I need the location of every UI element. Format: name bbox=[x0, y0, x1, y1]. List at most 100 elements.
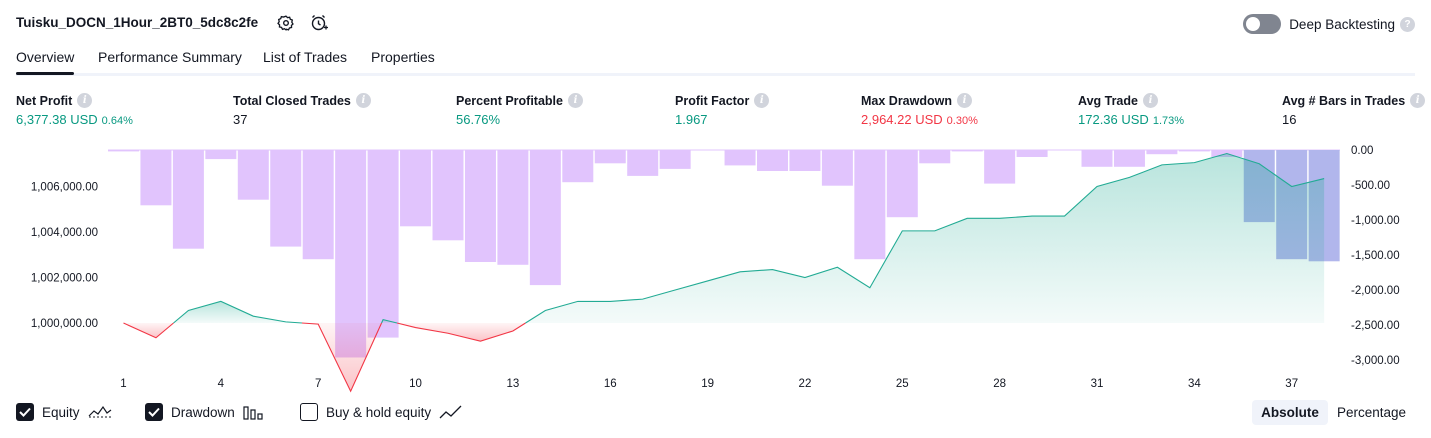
right-axis-tick: -3,000.00 bbox=[1351, 355, 1400, 367]
add-alert-clock-icon[interactable] bbox=[308, 12, 330, 34]
drawdown-bar bbox=[821, 150, 853, 186]
tab-list-of-trades[interactable]: List of Trades bbox=[263, 49, 348, 65]
strategy-header: Tuisku_DOCN_1Hour_2BT0_5dc8c2fe Deep Bac… bbox=[16, 12, 1415, 36]
absolute-button[interactable]: Absolute bbox=[1252, 400, 1328, 425]
equity-areas bbox=[123, 153, 1325, 392]
right-axis-tick: -1,500.00 bbox=[1351, 250, 1400, 262]
drawdown-bar bbox=[400, 150, 432, 227]
metric-label: Avg # Bars in Trades bbox=[1282, 93, 1406, 108]
metric-percent-profitable: Percent Profitable i 56.76% bbox=[456, 93, 583, 127]
x-axis-tick: 34 bbox=[1188, 378, 1201, 390]
metric-avg-trade: Avg Trade i 172.36 USD 1.73% bbox=[1078, 93, 1184, 127]
metric-value: 56.76% bbox=[456, 112, 501, 127]
drawdown-bar bbox=[854, 150, 886, 260]
tab-overview[interactable]: Overview bbox=[16, 49, 75, 75]
equity-loss-area bbox=[301, 323, 382, 392]
equity-loss-line bbox=[396, 322, 526, 342]
metric-label: Profit Factor bbox=[675, 93, 750, 108]
drawdown-bar bbox=[984, 150, 1016, 184]
x-axis-tick: 1 bbox=[120, 378, 126, 390]
equity-checkbox[interactable] bbox=[16, 403, 34, 421]
metric-value: 172.36 USD bbox=[1078, 112, 1149, 127]
metric-max-drawdown: Max Drawdown i 2,964.22 USD 0.30% bbox=[861, 93, 978, 127]
x-axis-tick: 10 bbox=[409, 378, 422, 390]
right-axis-labels: 0.00 -500.00 -1,000.00 -1,500.00 -2,000.00 -2… bbox=[1351, 145, 1400, 367]
drawdown-bar bbox=[464, 150, 496, 262]
info-icon[interactable]: i bbox=[1410, 93, 1426, 108]
scale-mode-switch: Absolute Percentage bbox=[1252, 400, 1415, 425]
deep-backtesting-label: Deep Backtesting bbox=[1289, 16, 1395, 32]
drawdown-bar bbox=[919, 150, 951, 164]
metric-profit-factor: Profit Factor i 1.967 bbox=[675, 93, 770, 127]
buy-hold-equity-toggle[interactable]: Buy & hold equity bbox=[300, 403, 463, 421]
equity-profit-area bbox=[173, 301, 302, 323]
tab-properties[interactable]: Properties bbox=[371, 49, 435, 65]
equity-toggle[interactable]: Equity bbox=[16, 403, 112, 421]
drawdown-bar bbox=[205, 150, 237, 160]
percentage-button[interactable]: Percentage bbox=[1336, 405, 1406, 420]
drawdown-bar bbox=[108, 150, 139, 152]
x-axis-tick: 25 bbox=[896, 378, 909, 390]
info-icon[interactable]: i bbox=[957, 93, 972, 108]
drawdown-bar bbox=[237, 150, 269, 200]
right-axis-tick: -2,000.00 bbox=[1351, 285, 1400, 297]
buy-hold-checkbox[interactable] bbox=[300, 403, 318, 421]
x-axis-tick: 7 bbox=[315, 378, 321, 390]
deep-backtesting-control: Deep Backtesting ? bbox=[1243, 13, 1415, 35]
drawdown-bar bbox=[627, 150, 659, 176]
drawdown-bar bbox=[367, 150, 399, 338]
drawdown-bar bbox=[562, 150, 594, 183]
x-axis-tick: 16 bbox=[604, 378, 617, 390]
x-axis-tick: 37 bbox=[1285, 378, 1298, 390]
equity-drawdown-chart[interactable]: 1,000,000.00 1,002,000.00 1,004,000.00 1,00… bbox=[0, 140, 1431, 395]
drawdown-bar bbox=[1146, 150, 1178, 155]
equity-label: Equity bbox=[42, 404, 80, 420]
info-icon[interactable]: i bbox=[355, 93, 371, 108]
metric-value: 16 bbox=[1282, 112, 1297, 127]
equity-loss-area bbox=[123, 323, 174, 338]
metric-label: Net Profit bbox=[16, 93, 73, 108]
info-icon[interactable]: i bbox=[77, 93, 93, 108]
buy-hold-label: Buy & hold equity bbox=[326, 404, 432, 420]
strategy-title: Tuisku_DOCN_1Hour_2BT0_5dc8c2fe bbox=[16, 15, 259, 30]
summary-metrics: Net Profit i 6,377.38 USD 0.64% Total Clos… bbox=[16, 93, 1426, 133]
right-axis-tick: -500.00 bbox=[1351, 180, 1390, 192]
metric-label: Total Closed Trades bbox=[233, 93, 351, 108]
info-icon[interactable]: i bbox=[567, 93, 583, 108]
equity-loss-area bbox=[397, 323, 526, 342]
info-icon[interactable]: i bbox=[1142, 93, 1158, 108]
drawdown-bar bbox=[1113, 150, 1145, 167]
tab-performance-summary[interactable]: Performance Summary bbox=[98, 49, 242, 65]
drawdown-bar bbox=[757, 150, 788, 171]
metric-avg-bars-in-trades: Avg # Bars in Trades i 16 bbox=[1282, 93, 1426, 127]
metric-percent: 0.64% bbox=[101, 115, 133, 127]
buy-hold-line-icon bbox=[439, 404, 463, 420]
drawdown-checkbox[interactable] bbox=[145, 403, 163, 421]
drawdown-bar bbox=[951, 150, 983, 152]
drawdown-bars-icon bbox=[243, 404, 265, 420]
right-axis-tick: -1,000.00 bbox=[1351, 215, 1400, 227]
right-axis-tick: -2,500.00 bbox=[1351, 320, 1400, 332]
drawdown-toggle[interactable]: Drawdown bbox=[145, 403, 265, 421]
drawdown-bar bbox=[497, 150, 529, 265]
drawdown-bar bbox=[529, 150, 561, 286]
equity-loss-line bbox=[301, 322, 383, 393]
info-icon[interactable]: i bbox=[754, 93, 770, 108]
equity-line-icon bbox=[88, 404, 112, 420]
left-axis-tick: 1,000,000.00 bbox=[31, 318, 98, 330]
metric-label: Percent Profitable bbox=[456, 93, 563, 108]
left-axis-tick: 1,006,000.00 bbox=[31, 182, 98, 194]
metric-value: 6,377.38 USD bbox=[16, 112, 98, 127]
drawdown-bar bbox=[302, 150, 334, 260]
help-icon[interactable]: ? bbox=[1400, 16, 1415, 32]
equity-lines bbox=[123, 152, 1325, 393]
deep-backtesting-toggle[interactable] bbox=[1243, 14, 1282, 34]
metric-percent: 0.30% bbox=[946, 115, 978, 127]
x-axis-tick: 13 bbox=[507, 378, 520, 390]
drawdown-bar bbox=[1016, 150, 1048, 157]
x-axis-tick: 31 bbox=[1091, 378, 1104, 390]
metric-value: 2,964.22 USD bbox=[861, 112, 943, 127]
metric-net-profit: Net Profit i 6,377.38 USD 0.64% bbox=[16, 93, 133, 127]
left-axis-tick: 1,004,000.00 bbox=[31, 227, 98, 239]
settings-gear-icon[interactable] bbox=[275, 12, 297, 34]
